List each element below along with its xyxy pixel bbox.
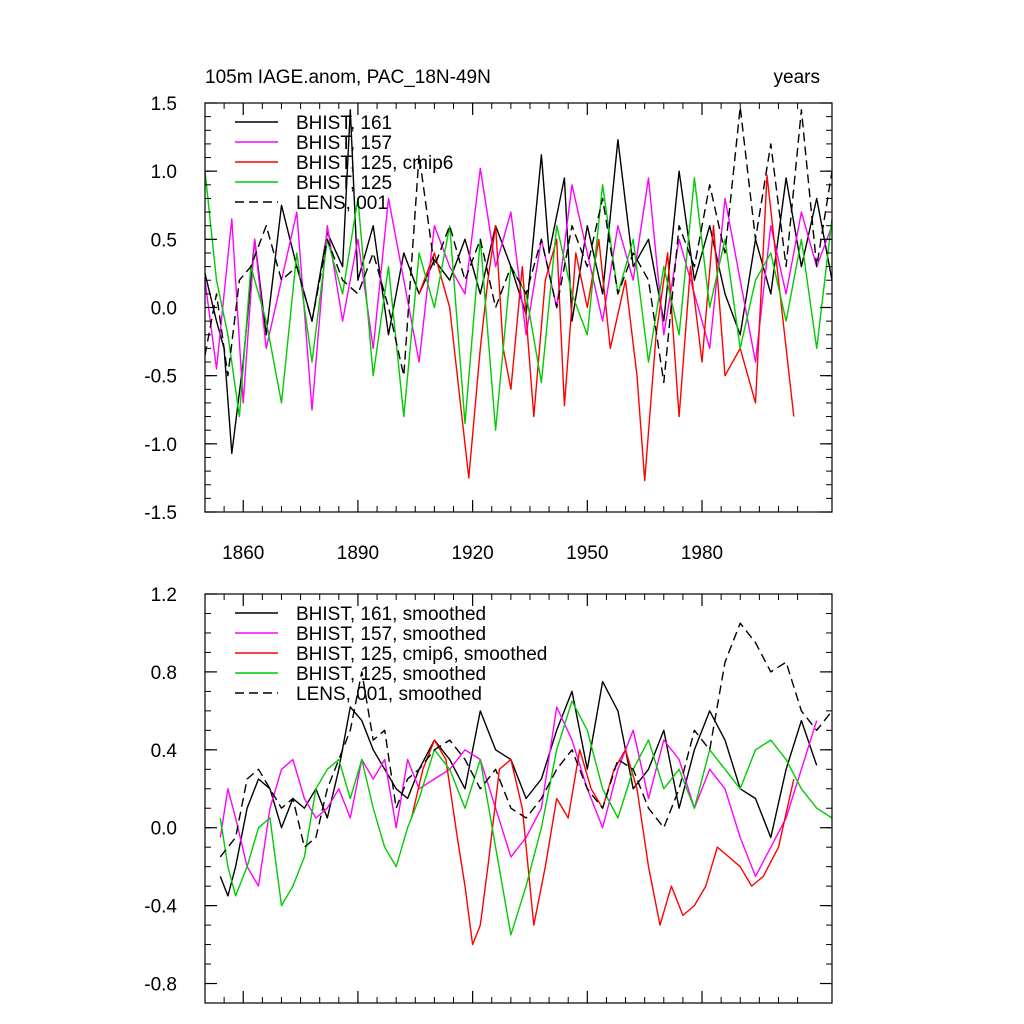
legend-label: BHIST, 125	[296, 173, 392, 194]
y-tick-label: -1.0	[144, 435, 177, 456]
y-tick-label: -1.5	[144, 503, 177, 524]
x-tick-label: 1950	[566, 543, 608, 564]
series-line-5	[219, 622, 833, 858]
chart-title: 105m IAGE.anom, PAC_18N-49N	[205, 67, 491, 88]
legend-label: BHIST, 125, cmip6, smoothed	[296, 644, 547, 665]
y-tick-label: -0.5	[144, 367, 177, 388]
legend-label: LENS, 001	[296, 193, 388, 214]
y-tick-label: 1.0	[151, 162, 177, 183]
series-line-5	[204, 106, 833, 384]
y-tick-label: 0.4	[151, 741, 178, 762]
plot-frame	[204, 593, 833, 1004]
x-tick-label: 1920	[451, 543, 493, 564]
x-tick-label: 1980	[681, 543, 723, 564]
y-tick-label: -0.4	[144, 897, 177, 918]
legend-label: BHIST, 125, cmip6	[296, 153, 453, 174]
x-tick-label: 1890	[337, 543, 379, 564]
bottom-panel: -0.8 -0.4 0.0 0.4 0.8 1.2 BHIST, 161, smoothed…	[144, 585, 833, 1004]
y-tick-label: -0.8	[144, 975, 177, 996]
legend-label: BHIST, 161, smoothed	[296, 604, 486, 625]
y-tick-label: 0.0	[151, 299, 177, 320]
series-line-1	[219, 680, 818, 897]
series-line-2	[204, 167, 833, 411]
top-panel: 105m IAGE.anom, PAC_18N-49N years -1.5 -1…	[144, 67, 833, 564]
legend-label: BHIST, 161	[296, 113, 392, 134]
legend-label: BHIST, 157	[296, 133, 392, 154]
series-line-3	[410, 739, 795, 946]
x-tick-label: 1860	[222, 543, 264, 564]
y-tick-label: 0.8	[151, 663, 177, 684]
y-tick-label: 0.0	[151, 819, 177, 840]
series-line-4	[219, 700, 833, 936]
series-line-1	[204, 109, 833, 455]
series-line-2	[219, 706, 818, 887]
chart-title-right: years	[774, 67, 820, 88]
legend-label: LENS, 001, smoothed	[296, 684, 482, 705]
y-tick-label: 1.5	[151, 94, 177, 115]
legend-label: BHIST, 125, smoothed	[296, 664, 486, 685]
y-tick-label: 0.5	[151, 230, 177, 251]
legend-label: BHIST, 157, smoothed	[296, 624, 486, 645]
y-tick-label: 1.2	[151, 585, 177, 606]
